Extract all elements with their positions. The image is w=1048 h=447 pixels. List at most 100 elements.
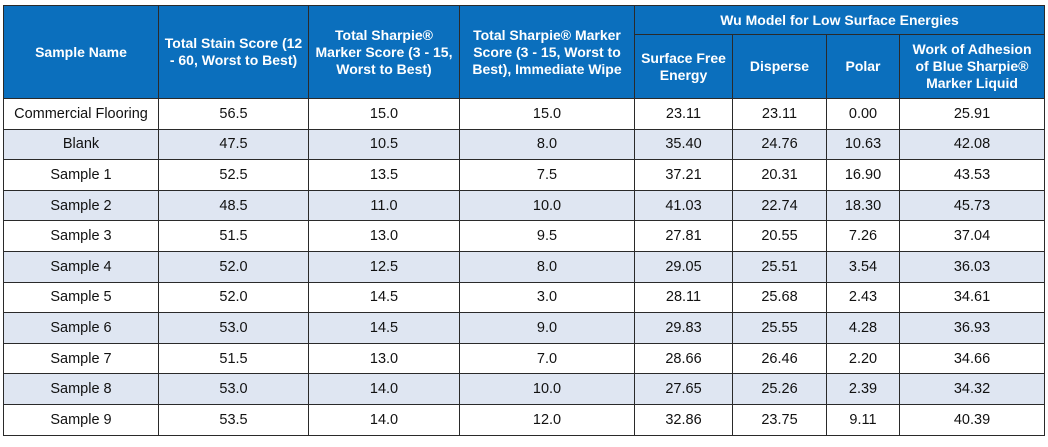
cell-work-of-adhesion: 34.61 xyxy=(899,281,1045,314)
cell-disperse: 23.11 xyxy=(732,98,827,130)
cell-sharpie-immediate-wipe: 15.0 xyxy=(459,98,635,130)
cell-polar: 10.63 xyxy=(826,128,900,161)
cell-sample-name: Sample 4 xyxy=(3,250,159,283)
cell-sharpie-marker-score: 14.5 xyxy=(308,281,460,314)
cell-work-of-adhesion: 36.93 xyxy=(899,312,1045,344)
cell-disperse: 22.74 xyxy=(732,189,827,222)
header-sharpie-immediate-wipe: Total Sharpie® Marker Score (3 - 15, Wor… xyxy=(459,5,635,99)
cell-sample-name: Sample 9 xyxy=(3,403,159,436)
cell-surface-free-energy: 37.21 xyxy=(634,159,733,191)
table-row: Sample 7 51.5 13.0 7.0 28.66 26.46 2.20 34.66 xyxy=(3,342,1045,375)
cell-total-stain-score: 51.5 xyxy=(158,220,309,252)
cell-total-stain-score: 53.5 xyxy=(158,403,309,436)
cell-work-of-adhesion: 40.39 xyxy=(899,403,1045,436)
cell-work-of-adhesion: 34.66 xyxy=(899,342,1045,375)
table-row: Sample 9 53.5 14.0 12.0 32.86 23.75 9.11 40.39 xyxy=(3,403,1045,436)
table-row: Commercial Flooring 56.5 15.0 15.0 23.11 23.1… xyxy=(3,98,1045,130)
cell-sharpie-marker-score: 10.5 xyxy=(308,128,460,161)
cell-work-of-adhesion: 36.03 xyxy=(899,250,1045,283)
cell-work-of-adhesion: 34.32 xyxy=(899,373,1045,405)
cell-disperse: 24.76 xyxy=(732,128,827,161)
cell-disperse: 25.68 xyxy=(732,281,827,314)
cell-surface-free-energy: 35.40 xyxy=(634,128,733,161)
cell-sample-name: Sample 3 xyxy=(3,220,159,252)
header-surface-free-energy: Surface Free Energy xyxy=(634,34,733,99)
cell-polar: 0.00 xyxy=(826,98,900,130)
cell-work-of-adhesion: 42.08 xyxy=(899,128,1045,161)
table-row: Sample 4 52.0 12.5 8.0 29.05 25.51 3.54 36.03 xyxy=(3,250,1045,283)
cell-sharpie-immediate-wipe: 9.0 xyxy=(459,312,635,344)
cell-surface-free-energy: 27.65 xyxy=(634,373,733,405)
cell-sample-name: Commercial Flooring xyxy=(3,98,159,130)
cell-sharpie-immediate-wipe: 10.0 xyxy=(459,373,635,405)
cell-disperse: 26.46 xyxy=(732,342,827,375)
cell-disperse: 25.55 xyxy=(732,312,827,344)
cell-disperse: 20.31 xyxy=(732,159,827,191)
cell-sample-name: Sample 8 xyxy=(3,373,159,405)
header-total-stain-score: Total Stain Score (12 - 60, Worst to Bes… xyxy=(158,5,309,99)
cell-sharpie-immediate-wipe: 10.0 xyxy=(459,189,635,222)
cell-sample-name: Sample 6 xyxy=(3,312,159,344)
cell-surface-free-energy: 28.11 xyxy=(634,281,733,314)
table-body: Commercial Flooring 56.5 15.0 15.0 23.11 23.1… xyxy=(3,98,1045,436)
cell-total-stain-score: 52.0 xyxy=(158,281,309,314)
cell-sample-name: Sample 1 xyxy=(3,159,159,191)
cell-sharpie-marker-score: 13.0 xyxy=(308,220,460,252)
cell-work-of-adhesion: 45.73 xyxy=(899,189,1045,222)
cell-polar: 7.26 xyxy=(826,220,900,252)
cell-surface-free-energy: 23.11 xyxy=(634,98,733,130)
cell-sample-name: Sample 2 xyxy=(3,189,159,222)
table-row: Sample 8 53.0 14.0 10.0 27.65 25.26 2.39 34.32 xyxy=(3,373,1045,405)
results-table: Sample Name Total Stain Score (12 - 60, … xyxy=(3,5,1045,436)
cell-disperse: 20.55 xyxy=(732,220,827,252)
cell-polar: 4.28 xyxy=(826,312,900,344)
cell-total-stain-score: 53.0 xyxy=(158,373,309,405)
table-row: Sample 3 51.5 13.0 9.5 27.81 20.55 7.26 37.04 xyxy=(3,220,1045,252)
cell-polar: 2.43 xyxy=(826,281,900,314)
cell-sample-name: Blank xyxy=(3,128,159,161)
cell-sharpie-marker-score: 12.5 xyxy=(308,250,460,283)
header-polar: Polar xyxy=(826,34,900,99)
cell-sample-name: Sample 5 xyxy=(3,281,159,314)
cell-sharpie-immediate-wipe: 7.0 xyxy=(459,342,635,375)
cell-sharpie-immediate-wipe: 8.0 xyxy=(459,250,635,283)
header-sharpie-marker-score: Total Sharpie® Marker Score (3 - 15, Wor… xyxy=(308,5,460,99)
cell-surface-free-energy: 32.86 xyxy=(634,403,733,436)
cell-polar: 9.11 xyxy=(826,403,900,436)
cell-sharpie-marker-score: 14.0 xyxy=(308,373,460,405)
cell-sharpie-marker-score: 15.0 xyxy=(308,98,460,130)
cell-disperse: 25.51 xyxy=(732,250,827,283)
cell-sharpie-immediate-wipe: 12.0 xyxy=(459,403,635,436)
cell-work-of-adhesion: 25.91 xyxy=(899,98,1045,130)
table-row: Sample 5 52.0 14.5 3.0 28.11 25.68 2.43 34.61 xyxy=(3,281,1045,314)
cell-polar: 16.90 xyxy=(826,159,900,191)
cell-sharpie-immediate-wipe: 7.5 xyxy=(459,159,635,191)
cell-total-stain-score: 56.5 xyxy=(158,98,309,130)
cell-sharpie-marker-score: 13.0 xyxy=(308,342,460,375)
cell-sharpie-marker-score: 11.0 xyxy=(308,189,460,222)
cell-sharpie-marker-score: 14.0 xyxy=(308,403,460,436)
table-row: Sample 1 52.5 13.5 7.5 37.21 20.31 16.90 43.53 xyxy=(3,159,1045,191)
cell-polar: 3.54 xyxy=(826,250,900,283)
cell-sharpie-marker-score: 13.5 xyxy=(308,159,460,191)
cell-work-of-adhesion: 43.53 xyxy=(899,159,1045,191)
cell-total-stain-score: 47.5 xyxy=(158,128,309,161)
cell-sharpie-marker-score: 14.5 xyxy=(308,312,460,344)
table-row: Sample 2 48.5 11.0 10.0 41.03 22.74 18.30 45.73 xyxy=(3,189,1045,222)
cell-total-stain-score: 48.5 xyxy=(158,189,309,222)
header-work-of-adhesion: Work of Adhesion of Blue Sharpie® Marker… xyxy=(899,34,1045,99)
cell-surface-free-energy: 29.05 xyxy=(634,250,733,283)
cell-sharpie-immediate-wipe: 3.0 xyxy=(459,281,635,314)
header-disperse: Disperse xyxy=(732,34,827,99)
cell-sample-name: Sample 7 xyxy=(3,342,159,375)
cell-total-stain-score: 51.5 xyxy=(158,342,309,375)
cell-total-stain-score: 52.5 xyxy=(158,159,309,191)
cell-sharpie-immediate-wipe: 9.5 xyxy=(459,220,635,252)
table-row: Blank 47.5 10.5 8.0 35.40 24.76 10.63 42.08 xyxy=(3,128,1045,161)
cell-surface-free-energy: 27.81 xyxy=(634,220,733,252)
cell-work-of-adhesion: 37.04 xyxy=(899,220,1045,252)
cell-sharpie-immediate-wipe: 8.0 xyxy=(459,128,635,161)
cell-total-stain-score: 53.0 xyxy=(158,312,309,344)
table-row: Sample 6 53.0 14.5 9.0 29.83 25.55 4.28 36.93 xyxy=(3,312,1045,344)
cell-surface-free-energy: 28.66 xyxy=(634,342,733,375)
